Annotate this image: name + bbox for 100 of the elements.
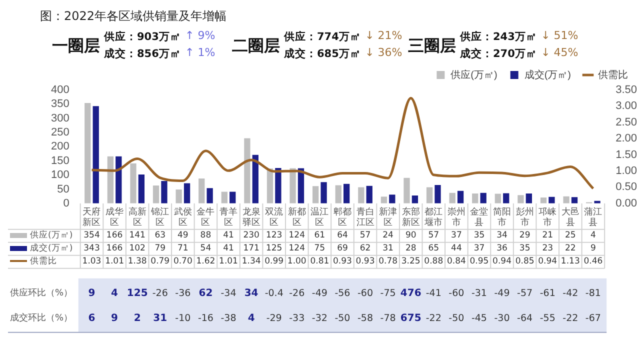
chart-title: 图：2022年各区域供销量及年增幅: [40, 8, 227, 25]
data-label: 71: [178, 244, 188, 254]
bar: [389, 194, 396, 204]
data-label: 61: [314, 230, 326, 241]
x-tick-label: 邛崃市: [538, 206, 557, 228]
data-label: 29: [519, 230, 530, 241]
text: ↓ 36%: [365, 46, 402, 59]
x-tick-label: 郫都区: [333, 206, 352, 228]
data-label: 0.46: [584, 256, 603, 267]
text: -61: [540, 288, 556, 299]
text: 62: [198, 288, 213, 299]
text: 2: [134, 312, 141, 324]
data-label: 75: [314, 244, 326, 254]
data-label: 0.70: [173, 256, 192, 267]
data-label: 24: [382, 230, 394, 241]
data-label: 34: [496, 230, 508, 241]
data-label: 0.99: [264, 256, 284, 267]
bar: [571, 197, 578, 204]
data-label: 0.81: [310, 256, 330, 267]
x-tick-label: 温江区: [310, 206, 329, 228]
data-label: 171: [243, 244, 260, 254]
text: -22: [562, 312, 578, 324]
y2-tick-label: 1.50: [616, 148, 638, 161]
bar: [161, 181, 168, 204]
x-tick-label: 大邑县: [561, 206, 580, 228]
data-label: 1.62: [196, 256, 216, 267]
bar: [358, 187, 364, 204]
y2-tick-label: 1.00: [616, 165, 638, 178]
data-label: 0.85: [515, 256, 534, 267]
x-tick-label: 青羊区: [220, 206, 238, 228]
bar: [221, 192, 228, 204]
x-tick-label: 龙泉驿区: [242, 206, 260, 228]
x-tick-label: 都江堰市: [424, 206, 443, 228]
x-tick-label: 成华区: [106, 206, 124, 228]
data-label: 49: [178, 230, 188, 241]
bar: [518, 195, 524, 204]
bar: [480, 192, 486, 204]
text: -67: [585, 312, 601, 324]
x-tick-label: 金牛区: [196, 206, 215, 228]
y2-tick-label: 3.50: [616, 84, 638, 96]
data-label: 90: [405, 230, 416, 241]
bar: [494, 194, 501, 204]
line-series: [90, 96, 594, 190]
x-tick-label: 双流区: [265, 206, 284, 228]
text: 供应：903万㎡: [104, 30, 181, 44]
y-tick-label: 50: [57, 183, 70, 196]
bar: [503, 193, 510, 204]
bar: [472, 193, 478, 204]
text: -78: [380, 312, 396, 324]
bar: [366, 186, 372, 204]
data-label: 23: [542, 244, 554, 254]
text: -41: [426, 288, 442, 299]
bar: [449, 192, 456, 204]
bar: [266, 168, 274, 204]
text: 125: [126, 288, 148, 299]
legend-label: 供需比: [598, 68, 628, 81]
text: -50: [448, 312, 464, 324]
data-label: 36: [496, 244, 508, 254]
text: 4: [111, 288, 118, 299]
y-tick-label: 100: [50, 169, 70, 182]
bar: [290, 168, 296, 204]
y-tick-label: 350: [50, 98, 70, 110]
data-label: 0.78: [378, 256, 398, 267]
text: -81: [585, 288, 601, 299]
y-tick-label: 400: [50, 84, 70, 96]
data-label: 0.94: [538, 256, 558, 267]
x-tick-label: 天府新区: [82, 206, 101, 228]
text: -10: [175, 312, 191, 324]
data-label: 0.94: [492, 256, 512, 267]
text: 成交环比（%）: [10, 312, 73, 324]
x-tick-label: 彭州市: [516, 206, 534, 228]
x-tick-label: 新都区: [288, 206, 306, 228]
bar: [434, 184, 441, 204]
text: 成交(万㎡): [30, 244, 73, 254]
bar: [107, 156, 114, 204]
text: -45: [471, 312, 487, 324]
data-label: 0.88: [424, 256, 444, 267]
data-label: 354: [84, 230, 100, 241]
text: -33: [289, 312, 305, 324]
bar: [548, 196, 555, 204]
bar: [412, 195, 418, 204]
bar: [563, 196, 570, 204]
text: -29: [266, 312, 282, 324]
text: 供需比: [30, 256, 57, 267]
text: 供应(万㎡): [30, 230, 73, 241]
bar: [298, 168, 304, 204]
x-tick-label: 金堂县: [470, 206, 488, 228]
text: -49: [494, 288, 510, 299]
data-label: 124: [288, 230, 306, 241]
y-tick-label: 300: [50, 112, 70, 124]
x-tick-label: 武侯区: [174, 206, 192, 228]
text: 34: [244, 288, 258, 299]
bar: [92, 106, 99, 204]
data-label: 88: [200, 230, 212, 241]
bar: [138, 174, 145, 204]
text: ↑ 1%: [185, 46, 216, 59]
text: ↓ 45%: [541, 46, 578, 59]
text: -75: [380, 288, 396, 299]
text: -30: [494, 312, 510, 324]
data-label: 141: [129, 230, 146, 241]
